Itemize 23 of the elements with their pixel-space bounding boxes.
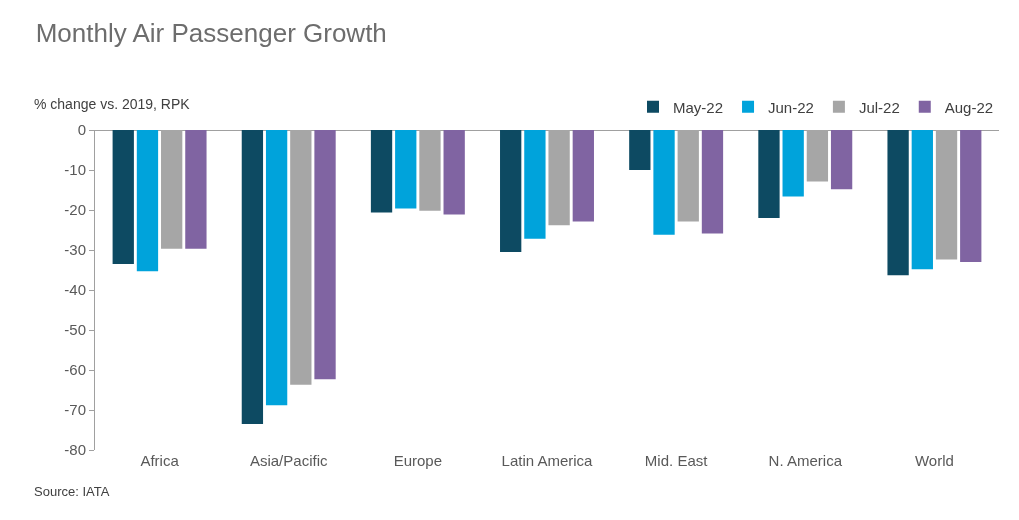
x-tick-label: Latin America: [501, 452, 594, 469]
legend-label: May-22: [673, 98, 724, 116]
x-tick-label: Africa: [140, 452, 180, 469]
x-tick-label: Europe: [393, 452, 443, 469]
y-tick-label: 0: [77, 121, 86, 139]
y-tick-label: -60: [64, 361, 86, 379]
x-tick-label: Mid. East: [644, 452, 709, 469]
x-tick-label: World: [914, 452, 954, 469]
y-tick-label: -40: [64, 281, 86, 299]
y-axis-title: % change vs. 2019, RPK: [34, 96, 191, 112]
y-tick-label: -50: [64, 321, 86, 339]
y-tick-label: -20: [64, 201, 86, 219]
source-note: Source: IATA: [34, 484, 110, 499]
y-tick-label: -80: [64, 441, 86, 459]
legend-label: Jun-22: [768, 98, 814, 116]
legend-label: Jul-22: [858, 98, 900, 116]
legend-label: Aug-22: [944, 98, 994, 116]
y-tick-label: -70: [64, 401, 86, 419]
y-tick-label: -30: [64, 241, 86, 259]
chart-title: Monthly Air Passenger Growth: [35, 17, 387, 48]
x-tick-label: Asia/Pacific: [249, 452, 328, 469]
y-tick-label: -10: [64, 161, 86, 179]
x-tick-label: N. America: [768, 452, 843, 469]
